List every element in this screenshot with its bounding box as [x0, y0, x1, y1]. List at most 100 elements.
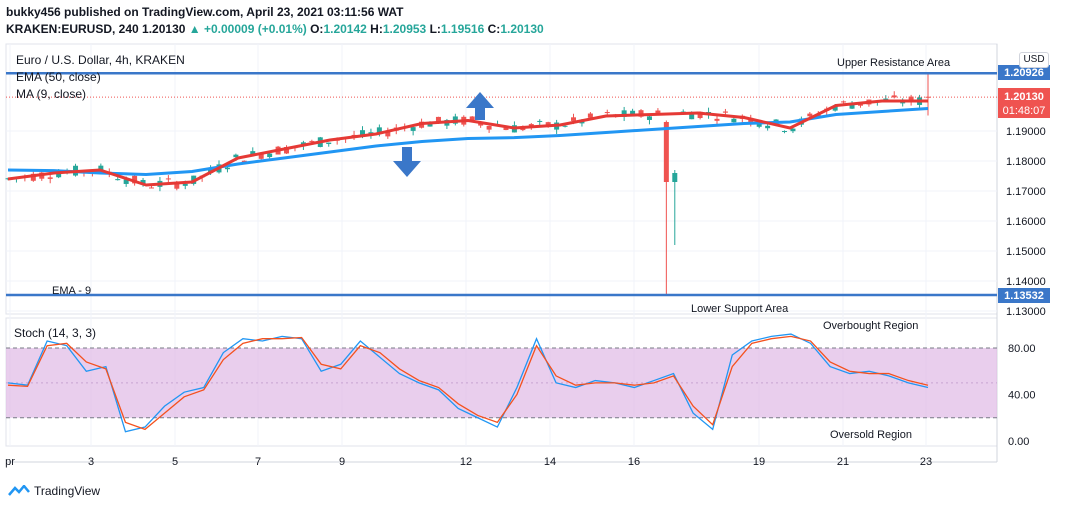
lower-price-tag — [998, 288, 1050, 303]
candle-body — [714, 118, 720, 121]
stoch-lines — [7, 333, 929, 433]
candle-body — [748, 117, 754, 124]
legend-ma: MA (9, close) — [16, 87, 86, 101]
open-value: 1.20142 — [323, 22, 367, 36]
price-tick-label: 1.17000 — [1006, 186, 1046, 198]
close-label: C: — [487, 22, 501, 36]
candle-body — [427, 122, 433, 127]
lower-price-text: 1.13532 — [1004, 290, 1044, 302]
candle-body — [849, 104, 855, 109]
stoch-tick-label: 80.00 — [1008, 343, 1036, 355]
candle-body — [908, 96, 914, 103]
last-price-text: 1.20130 — [1004, 91, 1044, 103]
levels — [6, 71, 997, 297]
candle-body — [486, 125, 492, 130]
candle-body — [571, 117, 577, 121]
stoch-tick-label: 0.00 — [1008, 436, 1029, 448]
countdown-text: 01:48:07 — [1003, 105, 1046, 117]
stoch-k-line — [7, 333, 929, 433]
candle-body — [267, 153, 273, 158]
price-change: ▲ +0.00009 (+0.01%) — [188, 22, 307, 36]
high-value: 1.20953 — [382, 22, 427, 36]
up-arrow-icon — [466, 92, 494, 120]
candle-body — [646, 116, 652, 120]
candle-body — [731, 118, 737, 123]
time-tick-label: 7 — [255, 456, 261, 468]
candle-body — [900, 102, 906, 104]
candle-body — [587, 113, 593, 118]
low-label: L: — [429, 22, 441, 36]
candle-body — [284, 147, 290, 154]
candle-body — [165, 178, 171, 180]
time-tick-label: 9 — [339, 456, 345, 468]
time-tick-label: 5 — [172, 456, 178, 468]
candle-body — [241, 160, 247, 163]
tradingview-logo[interactable]: TradingView — [8, 484, 100, 498]
candle-body — [208, 167, 214, 173]
candle-body — [174, 182, 180, 189]
axis-labels: 1.19000 1.18000 1.17000 1.16000 1.15000 1.140… — [5, 126, 1046, 468]
time-tick-label: 12 — [460, 456, 472, 468]
candle-body — [604, 112, 610, 114]
candle-body — [326, 142, 332, 145]
chart-header: bukky456 published on TradingView.com, A… — [6, 4, 544, 38]
candle-body — [250, 151, 256, 155]
upper-resistance-label: Upper Resistance Area — [837, 57, 951, 69]
candle-body — [891, 95, 897, 98]
stoch-band — [6, 347, 997, 419]
brand-name: TradingView — [34, 484, 101, 498]
candle-body — [385, 132, 391, 137]
candle-body — [140, 179, 146, 185]
ma-9-line — [7, 99, 928, 187]
candle-body — [790, 128, 796, 132]
candle-body — [182, 183, 188, 186]
candle-body — [756, 124, 762, 127]
ema-50-line — [7, 107, 929, 176]
close-value: 1.20130 — [500, 22, 544, 36]
price-tick-label: 1.14000 — [1006, 276, 1046, 288]
open-label: O: — [310, 22, 324, 36]
time-tick-label: 19 — [753, 456, 765, 468]
time-tick-label: 14 — [544, 456, 556, 468]
candle-body — [148, 187, 154, 189]
candle-body — [807, 113, 813, 117]
candle-body — [435, 116, 441, 123]
candle-body — [697, 111, 703, 119]
candle-body — [132, 175, 138, 184]
candle-body — [478, 122, 484, 126]
candle-body — [672, 173, 678, 182]
candle-body — [56, 173, 62, 178]
candle-body — [410, 127, 416, 131]
time-tick-label: 21 — [837, 456, 849, 468]
high-label: H: — [370, 22, 383, 36]
stoch-d-line — [7, 335, 929, 431]
last-price: 1.20130 — [142, 22, 186, 36]
candle-body — [782, 131, 788, 133]
candle-body — [841, 101, 847, 103]
candle-body — [376, 127, 382, 133]
time-tick-label: pr — [5, 456, 15, 468]
candle-body — [123, 179, 129, 184]
tradingview-logo-icon — [8, 485, 30, 496]
price-pane[interactable] — [5, 43, 998, 315]
candle-body — [663, 122, 669, 182]
candle-body — [503, 127, 509, 131]
candle-body — [359, 130, 365, 137]
legend-stoch: Stoch (14, 3, 3) — [14, 326, 96, 340]
price-tick-label: 1.16000 — [1006, 216, 1046, 228]
publish-info: bukky456 published on TradingView.com, A… — [6, 5, 404, 19]
stoch-tick-label: 40.00 — [1008, 390, 1036, 402]
price-tick-label: 1.18000 — [1006, 156, 1046, 168]
candle-body — [689, 113, 695, 120]
low-value: 1.19516 — [440, 22, 485, 36]
candle-body — [233, 154, 239, 158]
candle-body — [309, 140, 315, 142]
time-tick-label: 23 — [920, 456, 932, 468]
legend-ema: EMA (50, close) — [16, 70, 101, 84]
currency-badge[interactable]: USD — [1019, 52, 1049, 68]
candle-body — [30, 173, 36, 181]
candle-body — [469, 116, 475, 121]
time-tick-label: 3 — [88, 456, 94, 468]
upper-price-tag — [998, 65, 1050, 80]
